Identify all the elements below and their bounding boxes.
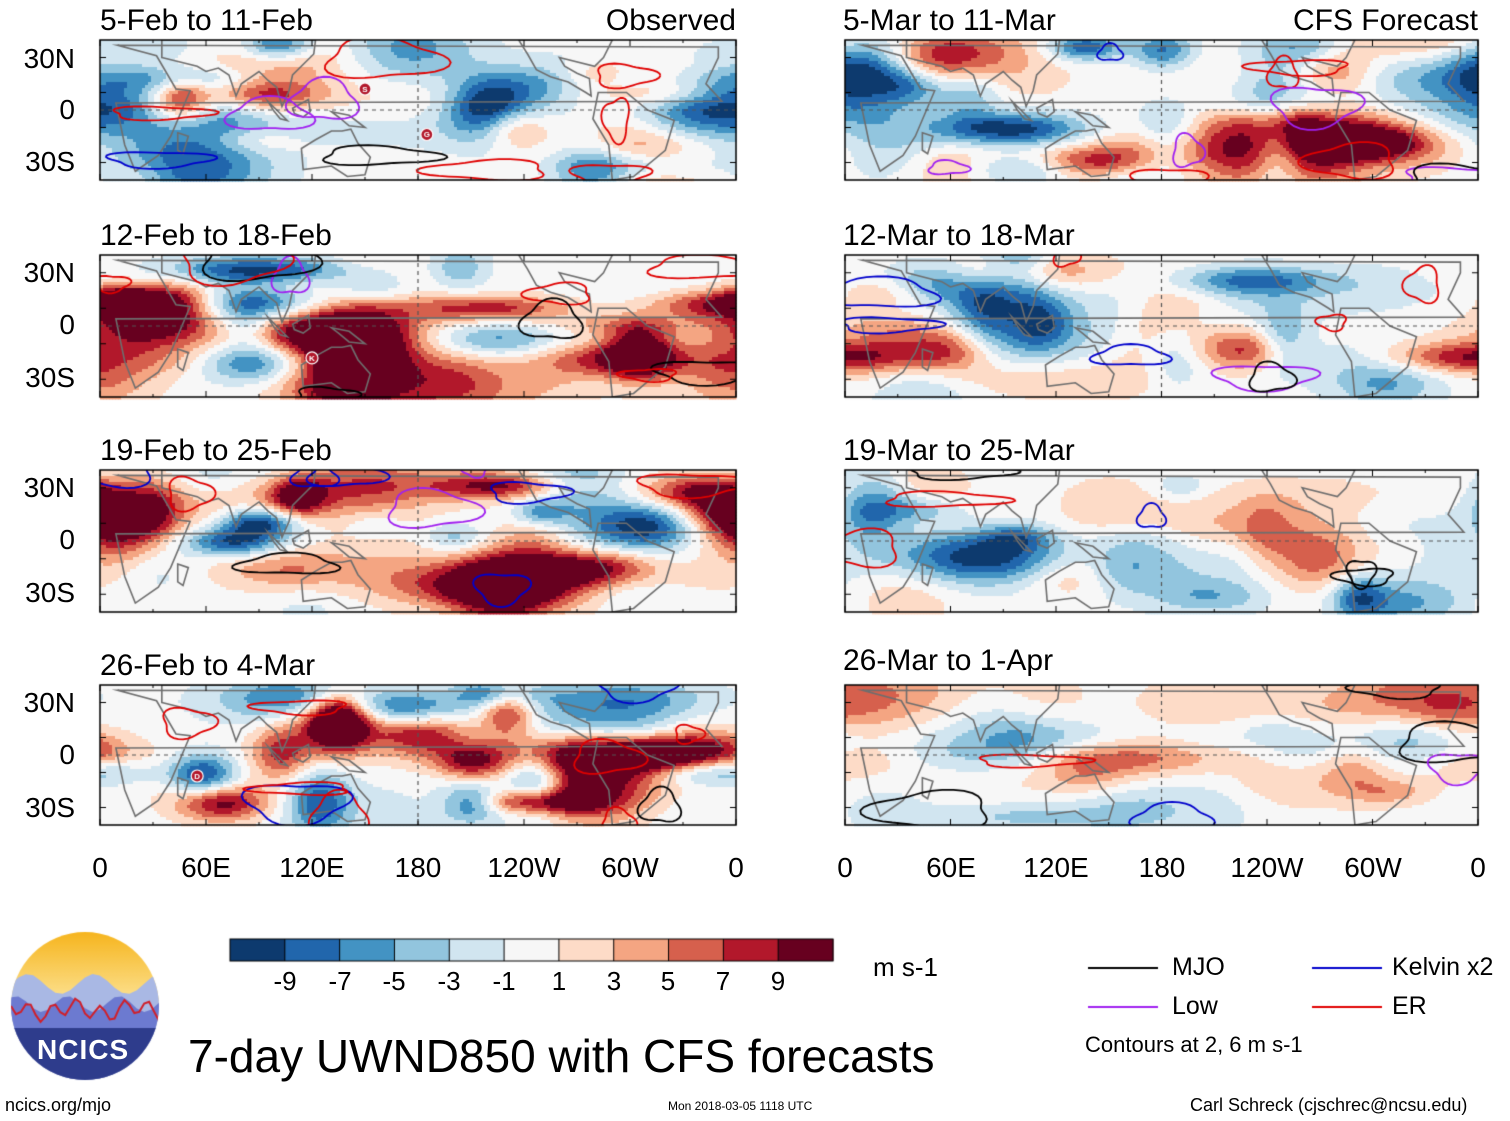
legend-label-er: ER <box>1392 992 1427 1020</box>
panel-title-7: 19-Mar to 25-Mar <box>843 434 1075 467</box>
lat-tick-30n: 30N <box>23 472 75 503</box>
lat-tick-30s: 30S <box>25 362 75 393</box>
panel-title-8: 26-Mar to 1-Apr <box>843 644 1054 677</box>
lon-tick-0: 0 <box>92 852 108 883</box>
panel-title-1: 5-Feb to 11-Feb <box>100 4 313 37</box>
colorbar-tick-label: 3 <box>606 966 622 996</box>
colorbar-tick-label: -3 <box>437 966 461 996</box>
lon-tick-180: 180 <box>394 852 442 883</box>
panel-title-4: 26-Feb to 4-Mar <box>100 649 316 682</box>
lat-tick-30n: 30N <box>23 687 75 718</box>
lon-tick-60e: 60E <box>926 852 976 883</box>
colorbar-units: m s-1 <box>873 952 938 982</box>
lon-tick-60w: 60W <box>601 852 659 883</box>
lon-tick-60e: 60E <box>181 852 231 883</box>
lat-tick-30n: 30N <box>23 257 75 288</box>
lat-tick-eq: 0 <box>59 739 75 770</box>
lon-tick-60w: 60W <box>1344 852 1402 883</box>
lon-tick-120e: 120E <box>279 852 345 883</box>
panel-title-6: 12-Mar to 18-Mar <box>843 219 1075 252</box>
colorbar-tick-label: -5 <box>382 966 406 996</box>
colorbar-tick-label: -9 <box>273 966 297 996</box>
panel-tag-observed: Observed <box>605 4 736 37</box>
colorbar-tick-label: 1 <box>551 966 567 996</box>
panel-title-5: 5-Mar to 11-Mar <box>843 4 1056 37</box>
lat-tick-eq: 0 <box>59 309 75 340</box>
timestamp: Mon 2018-03-05 1118 UTC <box>668 1099 813 1113</box>
website-link[interactable]: ncics.org/mjo <box>5 1095 112 1115</box>
author-credit: Carl Schreck (cjschrec@ncsu.edu) <box>1190 1095 1468 1115</box>
colorbar-tick-label: -1 <box>492 966 516 996</box>
legend-label-mjo: MJO <box>1172 953 1225 981</box>
colorbar-tick-label: 5 <box>660 966 676 996</box>
lat-tick-30s: 30S <box>25 577 75 608</box>
contours-note: Contours at 2, 6 m s-1 <box>1085 1032 1303 1057</box>
lon-tick-120e: 120E <box>1023 852 1089 883</box>
lat-tick-eq: 0 <box>59 94 75 125</box>
lon-tick-360: 0 <box>1470 852 1486 883</box>
panel-title-2: 12-Feb to 18-Feb <box>100 219 332 252</box>
colorbar-tick-label: -7 <box>328 966 352 996</box>
lon-tick-180: 180 <box>1138 852 1186 883</box>
lon-tick-120w: 120W <box>1230 852 1304 883</box>
legend-label-low: Low <box>1172 992 1218 1020</box>
colorbar-tick-label: 9 <box>770 966 786 996</box>
ncics-logo-text: NCICS <box>37 1034 130 1065</box>
lon-tick-120w: 120W <box>487 852 561 883</box>
lat-tick-30s: 30S <box>25 146 75 177</box>
panel-tag-forecast: CFS Forecast <box>1292 4 1478 37</box>
lon-tick-360: 0 <box>728 852 744 883</box>
main-title: 7-day UWND850 with CFS forecasts <box>188 1030 935 1082</box>
legend-label-kelvin: Kelvin x2 <box>1392 953 1494 981</box>
panel-title-3: 19-Feb to 25-Feb <box>100 434 332 467</box>
colorbar-tick-label: 7 <box>715 966 731 996</box>
lat-tick-eq: 0 <box>59 524 75 555</box>
lat-tick-30n: 30N <box>23 43 75 74</box>
lat-tick-30s: 30S <box>25 792 75 823</box>
lon-tick-0: 0 <box>837 852 853 883</box>
